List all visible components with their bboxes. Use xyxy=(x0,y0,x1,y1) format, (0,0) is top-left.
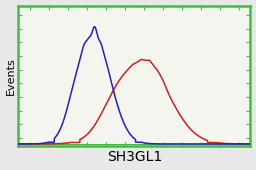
Y-axis label: Events: Events xyxy=(6,57,16,95)
X-axis label: SH3GL1: SH3GL1 xyxy=(107,150,162,164)
